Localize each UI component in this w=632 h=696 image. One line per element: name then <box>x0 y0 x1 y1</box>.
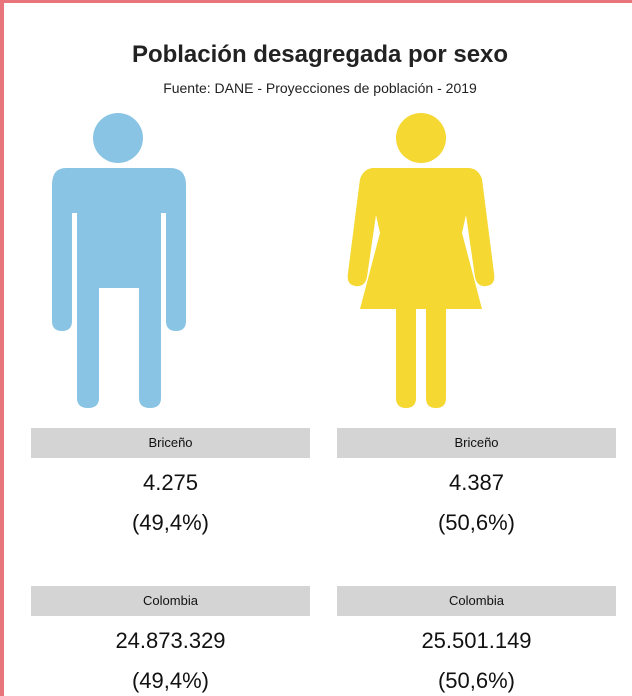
share: (50,6%) <box>437 668 516 693</box>
count: 25.501.149 <box>421 628 532 653</box>
place-label: Colombia <box>31 586 310 616</box>
female-icon <box>347 113 495 408</box>
share: (49,4%) <box>131 668 210 693</box>
place-label: Colombia <box>337 586 616 616</box>
share: (49,4%) <box>131 510 210 535</box>
icons <box>52 113 495 408</box>
place-label: Briceño <box>31 428 310 458</box>
title: Población desagregada por sexo <box>131 41 509 68</box>
share: (50,6%) <box>437 510 516 535</box>
count: 4.275 <box>142 470 199 495</box>
count: 4.387 <box>448 470 505 495</box>
subtitle: Fuente: DANE - Proyecciones de población… <box>163 80 477 96</box>
male-icon <box>52 113 186 408</box>
place-label: Briceño <box>337 428 616 458</box>
count: 24.873.329 <box>115 628 226 653</box>
